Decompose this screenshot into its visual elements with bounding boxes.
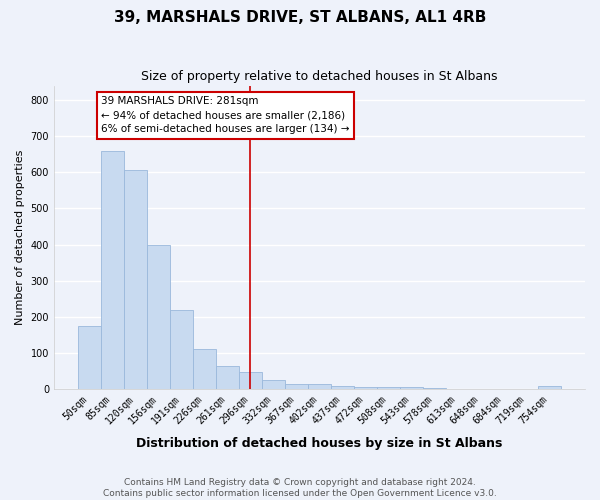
Bar bbox=[78, 326, 101, 389]
Bar bbox=[170, 310, 193, 389]
Bar bbox=[285, 384, 308, 389]
Bar bbox=[193, 350, 216, 389]
X-axis label: Distribution of detached houses by size in St Albans: Distribution of detached houses by size … bbox=[136, 437, 503, 450]
Bar bbox=[124, 170, 147, 389]
Bar bbox=[377, 387, 400, 389]
Bar bbox=[354, 387, 377, 389]
Bar bbox=[239, 372, 262, 389]
Text: 39, MARSHALS DRIVE, ST ALBANS, AL1 4RB: 39, MARSHALS DRIVE, ST ALBANS, AL1 4RB bbox=[114, 10, 486, 25]
Bar bbox=[423, 388, 446, 389]
Y-axis label: Number of detached properties: Number of detached properties bbox=[15, 150, 25, 325]
Text: 39 MARSHALS DRIVE: 281sqm
← 94% of detached houses are smaller (2,186)
6% of sem: 39 MARSHALS DRIVE: 281sqm ← 94% of detac… bbox=[101, 96, 350, 134]
Title: Size of property relative to detached houses in St Albans: Size of property relative to detached ho… bbox=[141, 70, 498, 83]
Bar bbox=[101, 150, 124, 389]
Bar bbox=[216, 366, 239, 389]
Bar bbox=[262, 380, 285, 389]
Text: Contains HM Land Registry data © Crown copyright and database right 2024.
Contai: Contains HM Land Registry data © Crown c… bbox=[103, 478, 497, 498]
Bar bbox=[400, 387, 423, 389]
Bar bbox=[308, 384, 331, 389]
Bar bbox=[538, 386, 561, 389]
Bar bbox=[147, 244, 170, 389]
Bar bbox=[331, 386, 354, 389]
